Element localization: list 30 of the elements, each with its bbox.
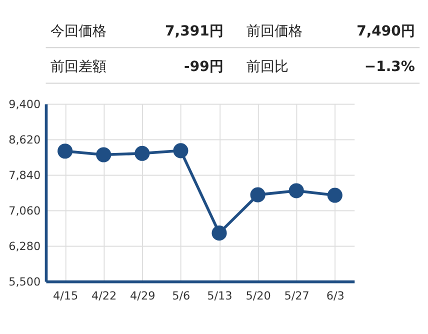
x-tick-label: 6/3 xyxy=(326,290,344,303)
x-tick-label: 5/20 xyxy=(246,290,271,303)
point xyxy=(58,144,73,159)
x-tick-label: 5/6 xyxy=(172,290,190,303)
point xyxy=(173,143,188,158)
y-tick-label: 5,500 xyxy=(8,276,41,289)
x-tick-label: 4/22 xyxy=(91,290,117,303)
y-tick-label: 9,400 xyxy=(8,98,41,111)
text: 前回差額 xyxy=(50,59,106,76)
y-tick-label: 8,620 xyxy=(8,133,41,146)
point xyxy=(96,147,112,162)
point xyxy=(327,188,342,203)
y-tick-label: 7,060 xyxy=(8,204,41,218)
x-tick-label: 4/29 xyxy=(130,290,156,303)
x-tick-label: 4/15 xyxy=(52,290,78,303)
text: 7,391円 xyxy=(165,24,224,40)
point xyxy=(250,187,266,202)
x-tick-label: 5/13 xyxy=(207,290,232,303)
text: −1.3% xyxy=(364,59,415,76)
y-tick-label: 6,280 xyxy=(8,240,41,254)
text: 今回価格 xyxy=(50,24,106,40)
y-tick-label: 7,840 xyxy=(8,168,41,182)
text: 前回比 xyxy=(246,59,289,76)
point xyxy=(288,183,304,198)
x-tick-label: 5/27 xyxy=(284,290,310,303)
point xyxy=(212,226,227,241)
text: 前回価格 xyxy=(246,24,303,40)
text: 7,490円 xyxy=(356,24,415,40)
text: -99円 xyxy=(184,59,224,76)
point xyxy=(134,146,150,161)
